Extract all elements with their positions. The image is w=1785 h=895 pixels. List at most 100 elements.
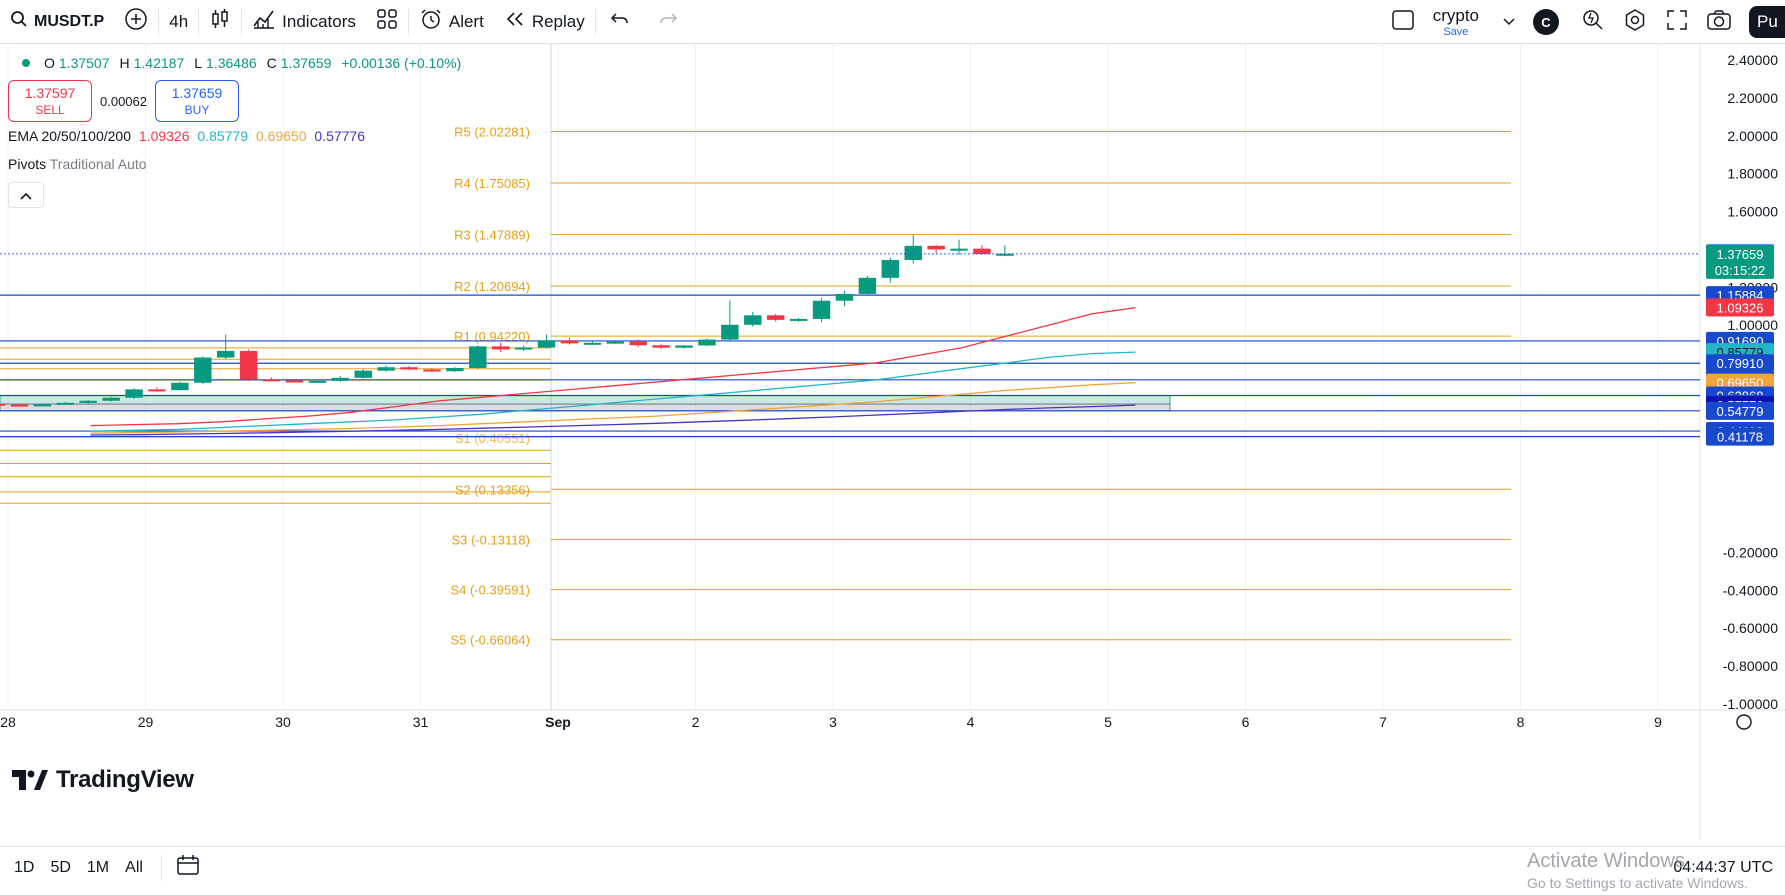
pivots-legend-row[interactable]: Pivots Traditional Auto (8, 156, 467, 176)
candle-body (125, 389, 143, 398)
undo-icon (610, 11, 630, 32)
compare-symbol-button[interactable] (114, 0, 158, 44)
tradingview-logo[interactable]: TradingView (12, 766, 194, 794)
pivot-label: R3 (1.47889) (454, 227, 530, 242)
plus-circle-icon (124, 7, 148, 36)
top-toolbar: MUSDT.P 4h Indicators (0, 0, 1785, 44)
price-axis-tick: 1.00000 (1727, 317, 1778, 333)
axis-settings-icon (1736, 714, 1752, 730)
symbol-name: MUSDT.P (34, 12, 105, 30)
chevron-down-icon (1503, 13, 1515, 31)
search-icon (10, 10, 28, 33)
pivot-label: R5 (2.02281) (454, 124, 530, 139)
alert-button[interactable]: Alert (409, 0, 494, 44)
toolbar-divider (594, 8, 596, 35)
candle-body (308, 380, 327, 383)
trade-buttons: 1.37597 SELL 0.00062 1.37659 BUY (8, 80, 467, 122)
sell-button[interactable]: 1.37597 SELL (8, 80, 92, 122)
range-1m-button[interactable]: 1M (86, 858, 110, 876)
candle-body (812, 300, 831, 319)
gear-icon (1623, 8, 1647, 37)
templates-button[interactable] (366, 0, 408, 44)
time-axis-tick: 5 (1104, 714, 1112, 730)
interval-button[interactable]: 4h (159, 0, 198, 44)
quick-search-icon (1581, 8, 1605, 37)
redo-button[interactable] (644, 0, 692, 44)
collapse-legend-button[interactable] (8, 182, 44, 208)
range-5d-button[interactable]: 5D (50, 858, 71, 876)
indicators-icon (252, 8, 276, 35)
candle-body (904, 245, 922, 261)
candle-body (789, 318, 808, 321)
tv-logo-icon (12, 770, 48, 790)
candle-body (239, 350, 258, 380)
redo-icon (658, 11, 678, 32)
ema200-value: 0.57776 (314, 128, 365, 144)
range-all-button[interactable]: All (125, 858, 143, 876)
layout-menu-button[interactable] (1493, 6, 1525, 38)
interval-label: 4h (169, 11, 189, 31)
time-axis-tick: 4 (967, 714, 975, 730)
chart-pane[interactable]: 28 29 30 31 Sep 2 3 4 5 6 7 8 9 2.40000 2.20000 2.00000… (0, 44, 1785, 840)
close-value: 1.37659 (280, 55, 332, 71)
symbol-search[interactable]: MUSDT.P (0, 0, 114, 44)
sell-price: 1.37597 (24, 85, 76, 101)
publish-label: Pu (1757, 12, 1778, 31)
pivots-label: Pivots (8, 156, 47, 172)
candle-body (423, 369, 441, 372)
spread-value: 0.00062 (100, 93, 147, 109)
candle-body (698, 339, 716, 346)
price-axis-tick: -0.60000 (1723, 620, 1778, 636)
range-buttons: 1D 5D 1M All (0, 852, 204, 884)
replay-button[interactable]: Replay (494, 0, 595, 44)
time-axis-tick: 2 (692, 714, 700, 730)
price-axis-tick: 1.80000 (1727, 166, 1778, 182)
indicators-button[interactable]: Indicators (242, 0, 366, 44)
alarm-clock-icon (419, 7, 443, 36)
range-1d-button[interactable]: 1D (14, 858, 35, 876)
ema50-value: 0.85779 (197, 128, 248, 144)
rewind-icon (504, 10, 526, 33)
time-axis-tick: 7 (1379, 714, 1387, 730)
undo-button[interactable] (596, 0, 644, 44)
pivot-label: R1 (0.94220) (454, 329, 530, 344)
candle-body (858, 277, 877, 294)
fullscreen-button[interactable] (1661, 6, 1693, 38)
goto-date-button[interactable] (172, 852, 204, 884)
buy-button[interactable]: 1.37659 BUY (155, 80, 239, 122)
snapshot-button[interactable] (1703, 6, 1735, 38)
high-key: H (119, 55, 130, 71)
price-axis-tick: 2.00000 (1727, 128, 1778, 144)
candle-body (79, 400, 97, 403)
toolbar-divider (198, 8, 200, 35)
settings-button[interactable] (1619, 6, 1651, 38)
utc-clock[interactable]: 04:44:37 UTC (1673, 859, 1773, 876)
layout-name: crypto (1432, 5, 1479, 25)
candle-body (629, 341, 647, 346)
pivot-label: S1 (0.40551) (455, 431, 530, 446)
chart-type-button[interactable] (199, 0, 241, 44)
tv-logo-text: TradingView (56, 766, 194, 793)
close-key: C (266, 55, 277, 71)
quick-search-button[interactable] (1577, 6, 1609, 38)
candle-body (262, 379, 281, 382)
windows-activation-watermark: Activate Windows Go to Settings to activ… (1527, 850, 1748, 891)
candle-body (973, 248, 991, 255)
price-chart[interactable]: 28 29 30 31 Sep 2 3 4 5 6 7 8 9 2.40000 2.20000 2.00000… (0, 44, 1785, 840)
layout-name-button[interactable]: crypto Save (1433, 7, 1479, 38)
ema-legend-row[interactable]: EMA 20/50/100/200 1.09326 0.85779 0.6965… (8, 128, 467, 148)
layout-button[interactable] (1387, 6, 1419, 38)
publish-button[interactable]: Pu (1749, 6, 1785, 38)
alert-label: Alert (448, 11, 484, 31)
toolbar-divider (160, 854, 162, 881)
ohlc-row: O 1.37507 H 1.42187 L 1.36486 C 1.37659 +0.0… (8, 52, 467, 74)
price-axis-label: 1.37659 (1717, 247, 1764, 262)
candle-body (514, 347, 533, 350)
avatar[interactable]: C (1533, 9, 1559, 35)
price-axis-tick: -0.80000 (1723, 658, 1778, 674)
ema200-line (90, 404, 1136, 436)
candle-body (583, 342, 602, 345)
candle-body (652, 345, 670, 348)
market-status-dot[interactable] (22, 59, 30, 67)
